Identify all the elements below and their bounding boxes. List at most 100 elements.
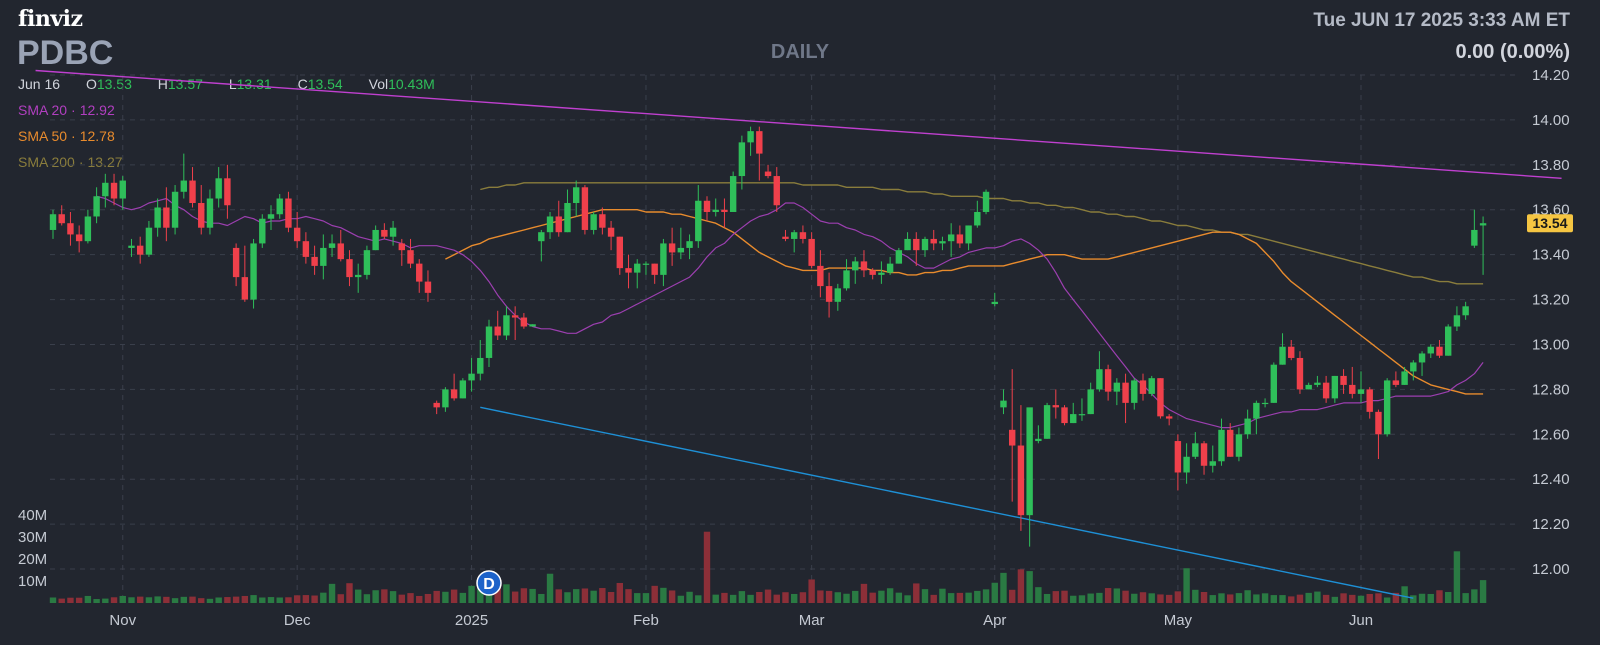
candle-body (677, 247, 685, 253)
volume-bar (1410, 595, 1417, 603)
candle (477, 339, 484, 381)
volume-bar (171, 598, 179, 603)
candle (625, 254, 632, 289)
volume-bar (459, 592, 467, 603)
volume-bar (843, 593, 850, 603)
candle (389, 220, 397, 246)
candle (712, 198, 719, 217)
volume-bar (939, 588, 946, 603)
candle-body (1026, 407, 1033, 516)
volume-bar (529, 588, 536, 603)
candle-body (119, 180, 126, 199)
candle (590, 211, 597, 235)
candle (442, 387, 449, 412)
volume-bar (756, 592, 763, 603)
candle (1253, 400, 1260, 435)
candle-body (1070, 414, 1077, 424)
candle (1462, 301, 1469, 320)
volume-bar (1052, 591, 1059, 603)
volume-bar (651, 585, 658, 603)
sma50-legend[interactable]: SMA 50 · 12.78 (18, 128, 115, 144)
volume-bar (1349, 594, 1356, 603)
date-tick-label: Mar (799, 612, 825, 629)
candle (529, 324, 536, 327)
candle (1131, 378, 1138, 410)
candle (538, 229, 545, 262)
candle (607, 220, 615, 251)
candle-body (590, 214, 597, 230)
candle (1453, 306, 1461, 332)
volume-bar (590, 590, 597, 603)
last-price-tag (1527, 214, 1573, 233)
price-tick-label: 14.20 (1532, 67, 1570, 84)
finviz-logo[interactable]: finviz (18, 6, 83, 32)
sma200-line (480, 182, 1484, 285)
volume-bar (1383, 597, 1391, 603)
candle-body (1357, 389, 1365, 394)
candle (1078, 398, 1086, 421)
candle (1061, 405, 1068, 426)
candle (1192, 432, 1199, 460)
candle-body (764, 171, 772, 177)
candle (1375, 409, 1382, 460)
volume-bar (520, 588, 528, 603)
candle (1244, 409, 1251, 439)
candle (878, 261, 885, 284)
volume-bar (1253, 594, 1260, 603)
candle-body (625, 268, 632, 273)
volume-value: 10.43M (388, 76, 435, 92)
candle-body (154, 207, 161, 228)
candle-body (250, 243, 257, 300)
candle-body (895, 250, 903, 264)
candle (1357, 371, 1365, 403)
candle-body (1148, 378, 1155, 394)
price-tick-label: 14.00 (1532, 112, 1570, 129)
volume-bar (878, 590, 885, 603)
candle-body (555, 216, 562, 233)
volume-bar (189, 596, 196, 603)
candle-body (1183, 456, 1190, 473)
volume-bar (782, 592, 789, 603)
candle (224, 164, 231, 219)
candle (363, 245, 371, 280)
volume-bar (1113, 588, 1121, 603)
candle (1305, 382, 1312, 390)
candle-body (573, 187, 580, 204)
volume-bar (1445, 592, 1452, 603)
volume-bar (1043, 593, 1051, 603)
candle (799, 225, 807, 244)
volume-bar (468, 585, 475, 603)
candle-body (1253, 402, 1260, 419)
candle-body (886, 263, 894, 273)
candle (293, 211, 301, 248)
candle-body (232, 247, 240, 278)
volume-bar (1061, 590, 1068, 603)
candle-body (1462, 306, 1469, 316)
candle-body (869, 270, 876, 275)
volume-bar (729, 594, 737, 603)
volume-bar (1035, 587, 1042, 603)
volume-bar (355, 589, 362, 603)
volume-bar (930, 594, 937, 603)
volume-bar (119, 595, 126, 603)
volume-bar (773, 594, 780, 603)
price-tick-label: 12.20 (1532, 516, 1570, 533)
candle (346, 250, 353, 287)
candle (1183, 443, 1190, 484)
price-change: 0.00 (0.00%) (1455, 41, 1570, 63)
candle (276, 194, 283, 219)
volume-bar (1340, 593, 1347, 603)
candle (660, 238, 667, 287)
candle (1209, 445, 1216, 473)
candle-body (1078, 414, 1086, 416)
candle (198, 185, 205, 235)
candle (232, 243, 240, 287)
sma200-legend[interactable]: SMA 200 · 13.27 (18, 154, 123, 170)
candle (756, 126, 763, 181)
volume-bar (58, 598, 65, 603)
candle-body (695, 200, 702, 242)
sma20-legend[interactable]: SMA 20 · 12.92 (18, 102, 115, 118)
candle (1418, 351, 1426, 376)
volume-bar (1261, 593, 1269, 603)
